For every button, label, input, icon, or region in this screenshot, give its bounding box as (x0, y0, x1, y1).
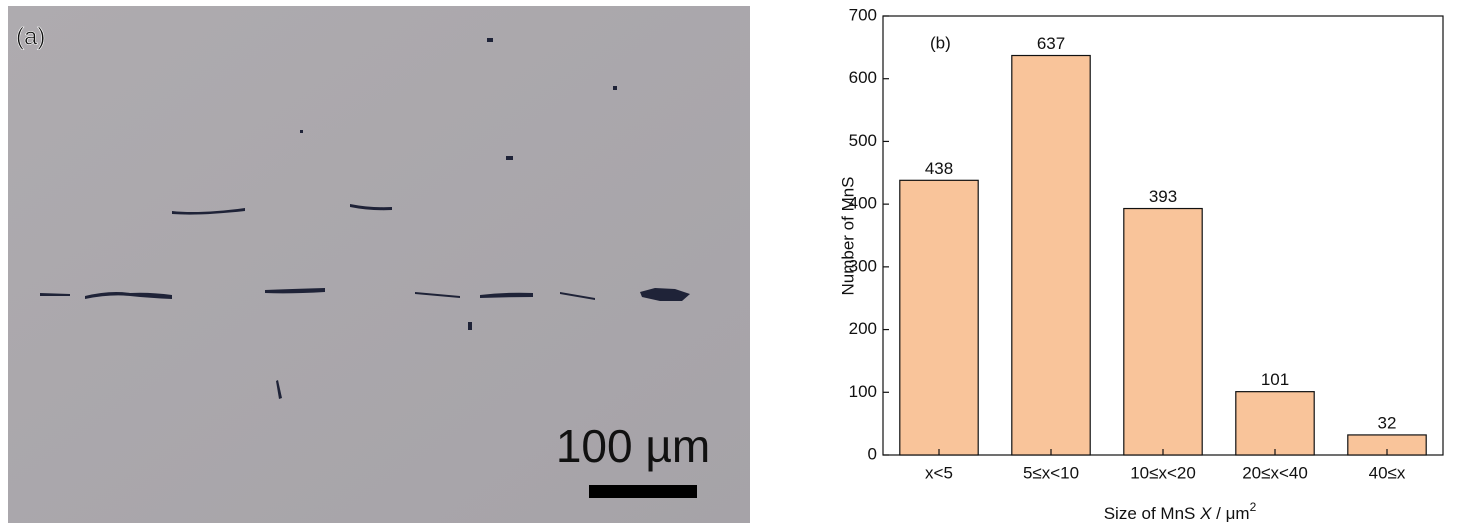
x-tick-label: x<5 (925, 463, 953, 482)
value-label: 101 (1261, 370, 1289, 389)
chart: (b) Number of MnS Size of MnS X / μm2 0 1… (838, 5, 1444, 523)
y-tick-label: 100 (849, 382, 877, 401)
value-label: 438 (925, 159, 953, 178)
x-tick-label: 20≤x<40 (1242, 463, 1308, 482)
x-tick-label: 40≤x (1369, 463, 1406, 482)
bar (1123, 207, 1203, 456)
x-tick-label: 10≤x<20 (1130, 463, 1196, 482)
bar (1011, 54, 1091, 456)
value-label: 32 (1378, 413, 1397, 432)
y-tick-label: 200 (849, 319, 877, 338)
value-label: 637 (1037, 34, 1065, 53)
y-tick-label: 700 (849, 5, 877, 24)
scale-bar-label: 100 µm (556, 420, 710, 472)
y-tick-label: 400 (849, 194, 877, 213)
y-tick-label: 600 (849, 68, 877, 87)
micrograph: (a) 100 µm (8, 6, 750, 523)
x-label-prefix: Size of MnS (1104, 504, 1200, 523)
x-tick-label: 5≤x<10 (1023, 463, 1079, 482)
y-tick-label: 0 (868, 444, 877, 463)
panel-label: (a) (16, 23, 45, 50)
scale-bar (589, 485, 697, 498)
y-axis-label: Number of MnS (838, 176, 857, 295)
y-tick-label: 500 (849, 131, 877, 150)
bar (1235, 391, 1315, 456)
y-tick-label: 300 (849, 256, 877, 275)
bar (899, 179, 979, 456)
x-label-exponent: 2 (1250, 500, 1257, 514)
panel-label: (b) (930, 33, 951, 52)
x-label-unit: / μm (1211, 504, 1249, 523)
inclusions (40, 38, 690, 399)
micrograph-image (8, 6, 750, 523)
x-axis-label: Size of MnS X / μm2 (1104, 500, 1257, 523)
value-label: 393 (1149, 187, 1177, 206)
x-label-variable: X (1199, 504, 1212, 523)
